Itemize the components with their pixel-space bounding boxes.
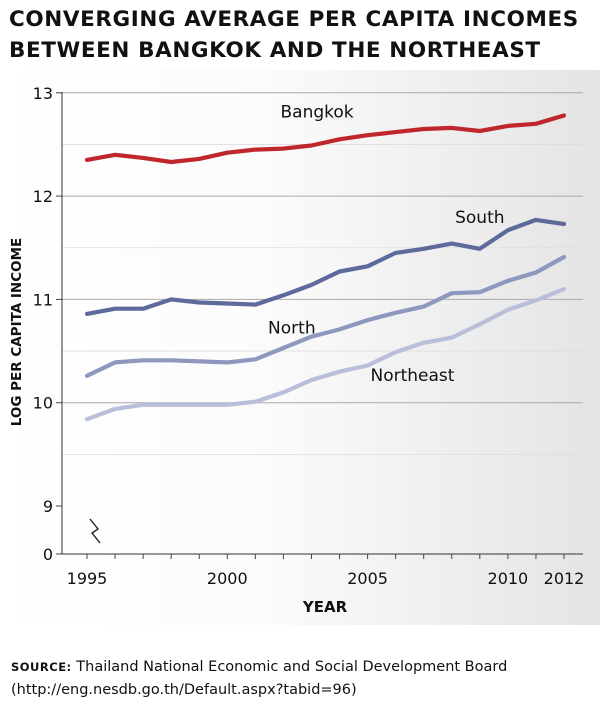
series-label-south: South xyxy=(455,208,504,228)
y-axis-label: LOG PER CAPITA INCOME xyxy=(9,238,25,427)
source-label: SOURCE: xyxy=(11,660,72,674)
x-axis-label: YEAR xyxy=(302,598,348,616)
chart-title-line-1: CONVERGING AVERAGE PER CAPITA INCOMES xyxy=(9,7,579,32)
source-text: Thailand National Economic and Social De… xyxy=(76,659,508,675)
x-tick-label: 2012 xyxy=(544,569,585,588)
y-tick-label: 10 xyxy=(33,394,53,413)
axes xyxy=(56,92,583,559)
y-tick-label: 13 xyxy=(33,84,53,103)
series-line-northeast xyxy=(84,287,567,422)
y-tick-label: 11 xyxy=(33,290,53,309)
y-tick-label: 9 xyxy=(43,497,53,516)
chart-background xyxy=(0,70,600,625)
y-tick-label: 12 xyxy=(33,187,53,206)
series-line-south xyxy=(84,217,567,316)
y-tick-label: 0 xyxy=(43,545,53,564)
data-series xyxy=(84,113,567,422)
series-labels: Bangkok South North Northeast xyxy=(268,103,504,386)
series-label-bangkok: Bangkok xyxy=(281,103,354,123)
series-label-northeast: Northeast xyxy=(371,366,455,386)
x-tick-label: 2000 xyxy=(207,569,248,588)
series-label-north: North xyxy=(268,318,316,338)
x-tick-label: 2005 xyxy=(347,569,388,588)
source-note: SOURCE: Thailand National Economic and S… xyxy=(11,656,596,702)
chart-title: CONVERGING AVERAGE PER CAPITA INCOMES BE… xyxy=(9,4,594,66)
tick-labels: 0 9 10 11 12 13 1995 2000 2005 2010 2012 xyxy=(33,84,585,588)
x-tick-label: 1995 xyxy=(67,569,108,588)
axis-break-mark xyxy=(89,518,101,544)
source-url: (http://eng.nesdb.go.th/Default.aspx?tab… xyxy=(11,682,357,698)
chart-title-line-2: BETWEEN BANGKOK AND THE NORTHEAST xyxy=(9,38,541,63)
x-tick-label: 2010 xyxy=(488,569,529,588)
line-chart: 0 9 10 11 12 13 1995 2000 2005 2010 2012 Bangkok So… xyxy=(0,70,600,625)
series-line-north xyxy=(84,254,567,378)
series-line-bangkok xyxy=(84,113,567,165)
